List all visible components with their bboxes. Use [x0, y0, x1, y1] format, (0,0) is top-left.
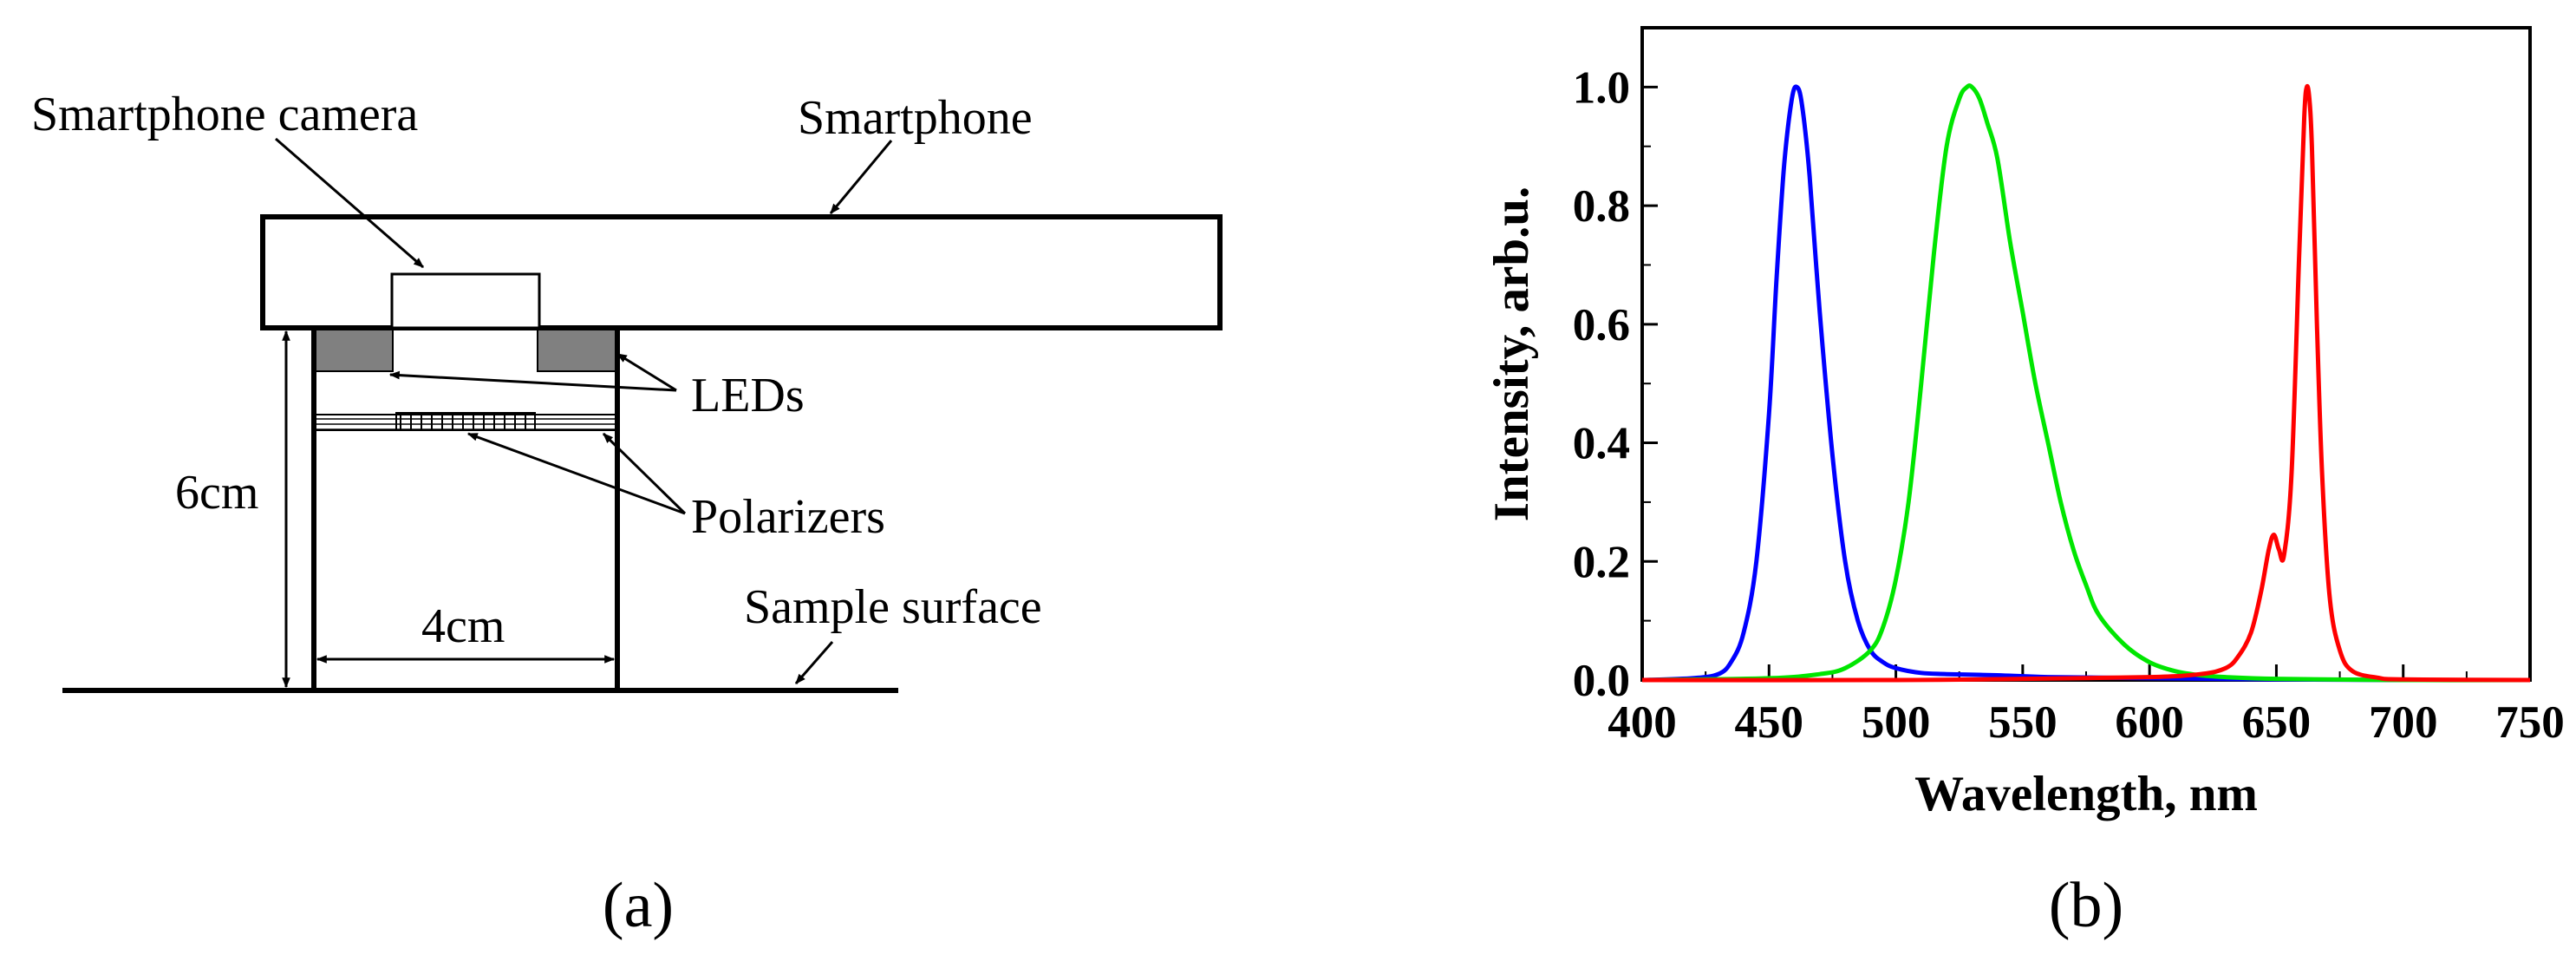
- setup-diagram: Smartphone camera Smartphone LEDs Polari…: [31, 88, 1223, 941]
- label-polarizers: Polarizers: [691, 490, 885, 544]
- label-sample-surface: Sample surface: [744, 580, 1042, 634]
- y-tick-label: 0.6: [1573, 300, 1630, 350]
- label-smartphone: Smartphone: [798, 91, 1033, 145]
- label-6cm: 6cm: [175, 466, 258, 520]
- arrow-smartphone: [829, 140, 893, 214]
- y-tick-label: 0.0: [1573, 656, 1630, 706]
- y-tick-label: 0.8: [1573, 181, 1630, 232]
- x-tick-label: 700: [2369, 697, 2438, 748]
- x-tick-label: 600: [2115, 697, 2184, 748]
- caption-a: (a): [603, 870, 674, 941]
- smartphone-camera-box: [390, 272, 541, 330]
- label-smartphone-camera: Smartphone camera: [31, 88, 418, 141]
- arrow-led-left: [388, 370, 677, 392]
- x-axis-label: Wavelength, nm: [1914, 767, 2258, 821]
- y-axis: 0.0 0.2 0.4 0.6 0.8 1.0: [1573, 27, 1658, 706]
- x-tick-label: 550: [1988, 697, 2058, 748]
- led-left: [313, 329, 394, 372]
- label-4cm: 4cm: [421, 599, 505, 653]
- x-tick-label: 400: [1608, 697, 1677, 748]
- label-leds: LEDs: [691, 369, 805, 422]
- series-layer: [1641, 83, 2531, 683]
- x-tick-label: 500: [1862, 697, 1931, 748]
- x-tick-label: 650: [2242, 697, 2312, 748]
- arrow-polarizer-left: [466, 432, 686, 515]
- y-tick-label: 1.0: [1573, 62, 1630, 113]
- led-right: [537, 329, 618, 372]
- arrow-polarizer-right: [602, 432, 687, 515]
- arrow-led-right: [616, 352, 677, 392]
- polarizer-inner: [395, 412, 536, 431]
- series-line-1: [1641, 83, 2531, 683]
- x-tick-label: 750: [2495, 697, 2565, 748]
- caption-b: (b): [2049, 870, 2123, 941]
- series-line-2: [1641, 83, 2531, 683]
- x-axis: 400 450 500 550 600 650 700 750: [1608, 664, 2565, 748]
- y-tick-label: 0.2: [1573, 537, 1630, 587]
- y-axis-label: Intensity, arb.u.: [1484, 186, 1539, 521]
- arrow-sample-surface: [794, 641, 834, 684]
- arrow-camera: [275, 137, 424, 269]
- x-tick-label: 450: [1735, 697, 1804, 748]
- spectra-chart: 400 450 500 550 600 650 700 750 0.0 0.2 0.4 0.6 0.8…: [1484, 26, 2565, 941]
- y-tick-label: 0.4: [1573, 419, 1630, 469]
